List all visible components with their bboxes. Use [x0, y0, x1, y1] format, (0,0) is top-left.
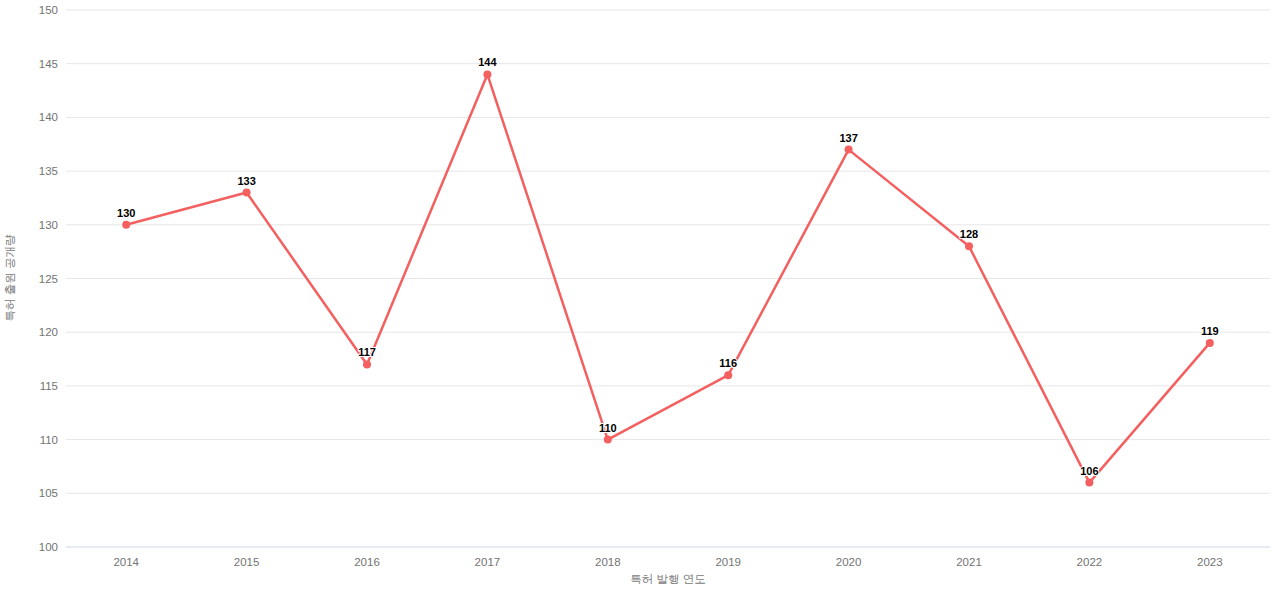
- data-point-marker[interactable]: [604, 436, 612, 444]
- data-point-label: 137: [839, 132, 857, 144]
- x-axis-tick-labels: 2014 2015 2016 2017 2018 2019 2020 2021 2022 2023: [113, 556, 1222, 568]
- x-tick-label: 2015: [234, 556, 260, 568]
- x-axis-title: 특허 발행 연도: [630, 573, 705, 585]
- data-point-marker[interactable]: [845, 146, 853, 154]
- data-point-label: 130: [117, 207, 135, 219]
- x-tick-label: 2020: [836, 556, 862, 568]
- data-point-marker[interactable]: [122, 221, 130, 229]
- y-axis-title: 특허 출원 공개량: [4, 234, 16, 321]
- data-point-label: 116: [719, 357, 737, 369]
- data-point-marker[interactable]: [1206, 339, 1214, 347]
- data-point-label: 128: [960, 228, 978, 240]
- y-tick-label: 115: [40, 380, 58, 392]
- data-point-marker[interactable]: [363, 360, 371, 368]
- data-point-marker[interactable]: [965, 242, 973, 250]
- data-point-label: 119: [1201, 325, 1219, 337]
- data-point-label: 110: [599, 422, 617, 434]
- line-chart: 100105110115120125130135140145150 201420…: [0, 0, 1280, 600]
- x-tick-label: 2016: [354, 556, 380, 568]
- y-tick-label: 100: [39, 541, 58, 553]
- data-point-label: 117: [358, 346, 376, 358]
- y-tick-label: 130: [39, 219, 58, 231]
- data-point-label: 133: [237, 175, 255, 187]
- y-tick-label: 125: [39, 273, 58, 285]
- x-tick-label: 2023: [1197, 556, 1223, 568]
- data-point-label: 106: [1080, 465, 1098, 477]
- data-point-marker[interactable]: [1085, 479, 1093, 487]
- data-point-marker[interactable]: [483, 70, 491, 78]
- x-tick-label: 2019: [715, 556, 741, 568]
- data-point-marker[interactable]: [724, 371, 732, 379]
- y-tick-label: 150: [39, 4, 58, 16]
- y-tick-label: 120: [39, 326, 58, 338]
- x-tick-label: 2022: [1077, 556, 1103, 568]
- y-tick-label: 110: [40, 434, 58, 446]
- y-tick-label: 135: [39, 165, 58, 177]
- x-tick-label: 2017: [475, 556, 501, 568]
- x-tick-label: 2018: [595, 556, 621, 568]
- plot-area: 100105110115120125130135140145150 201420…: [0, 0, 1280, 600]
- data-point-marker[interactable]: [243, 189, 251, 197]
- y-tick-label: 140: [39, 111, 58, 123]
- y-tick-label: 145: [39, 58, 58, 70]
- x-tick-label: 2014: [113, 556, 139, 568]
- data-point-label: 144: [478, 56, 497, 68]
- x-tick-label: 2021: [956, 556, 982, 568]
- y-tick-label: 105: [39, 487, 58, 499]
- y-axis-tick-labels: 100 105 110 115 120 125 130 135 140 145 150: [39, 4, 58, 553]
